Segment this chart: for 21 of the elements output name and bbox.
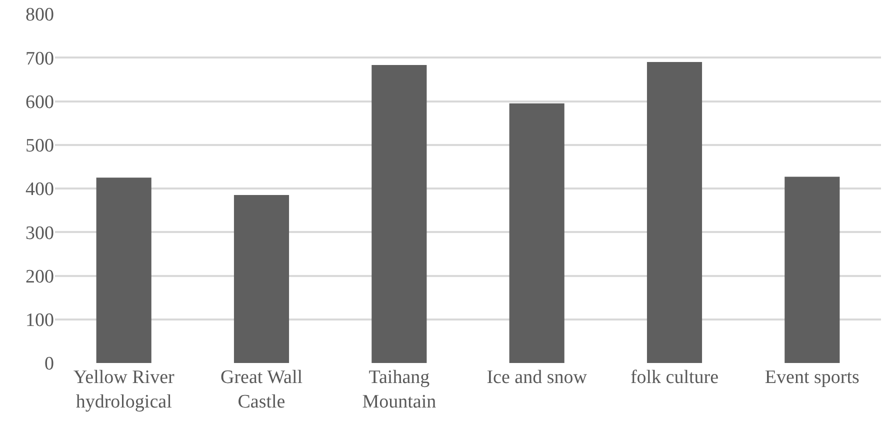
x-tick-label: Ice and snow <box>486 367 588 388</box>
x-tick-label: Yellow River hydrological <box>73 367 175 413</box>
bar <box>646 62 702 363</box>
bar <box>372 65 427 363</box>
x-tick-label: Event sports <box>764 367 860 388</box>
y-tick-label: 0 <box>44 354 54 375</box>
y-tick-label: 100 <box>26 310 54 332</box>
y-tick-label: 300 <box>26 222 54 244</box>
bar <box>234 195 290 363</box>
y-tick-label: 200 <box>26 266 54 288</box>
x-tick-label: Taihang Mountain <box>362 367 437 413</box>
y-tick-label: 400 <box>26 179 54 200</box>
y-tick-label: 800 <box>26 4 54 26</box>
y-tick-label: 700 <box>26 48 54 70</box>
bar <box>509 103 564 363</box>
y-tick-label: 500 <box>26 136 54 157</box>
y-tick-label: 600 <box>26 92 54 113</box>
x-tick-label: folk culture <box>630 367 719 388</box>
x-tick-label: Great Wall Castle <box>220 367 303 413</box>
bar <box>784 176 840 363</box>
bar <box>96 178 152 363</box>
